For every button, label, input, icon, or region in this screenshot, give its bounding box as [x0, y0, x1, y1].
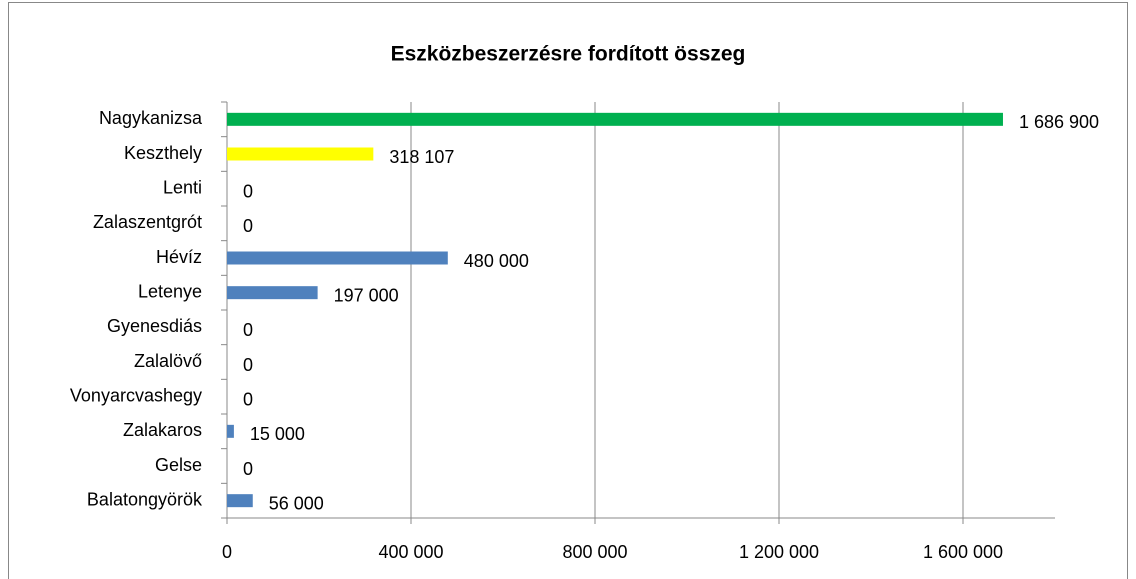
- y-tick-label: Letenye: [138, 281, 202, 301]
- value-label: 197 000: [334, 285, 399, 305]
- y-tick-label: Gyenesdiás: [107, 316, 202, 336]
- y-tick-label: Nagykanizsa: [99, 108, 203, 128]
- y-tick-label: Zalaszentgrót: [93, 212, 202, 232]
- x-tick-label: 0: [222, 542, 232, 562]
- y-tick-label: Balatongyörök: [87, 489, 203, 509]
- x-tick-label: 400 000: [378, 542, 443, 562]
- y-tick-label: Keszthely: [124, 143, 202, 163]
- value-label: 0: [243, 389, 253, 409]
- bar: [227, 424, 234, 438]
- value-label: 480 000: [464, 251, 529, 271]
- bar: [227, 494, 253, 508]
- chart-border: [8, 2, 1128, 579]
- y-tick-label: Zalalövő: [134, 351, 202, 371]
- bar: [227, 286, 318, 300]
- bar: [227, 147, 374, 161]
- bar: [227, 251, 448, 265]
- x-tick-label: 1 200 000: [739, 542, 819, 562]
- value-label: 318 107: [389, 147, 454, 167]
- value-label: 56 000: [269, 493, 324, 513]
- value-label: 0: [243, 355, 253, 375]
- value-label: 0: [243, 320, 253, 340]
- y-tick-label: Lenti: [163, 177, 202, 197]
- value-label: 15 000: [250, 424, 305, 444]
- value-label: 0: [243, 216, 253, 236]
- bar: [227, 112, 1003, 126]
- y-tick-label: Gelse: [155, 455, 202, 475]
- chart-title: Eszközbeszerzésre fordított összeg: [391, 43, 746, 66]
- value-label: 0: [243, 181, 253, 201]
- x-tick-label: 1 600 000: [923, 542, 1003, 562]
- y-tick-label: Vonyarcvashegy: [70, 385, 202, 405]
- y-tick-label: Hévíz: [156, 247, 202, 267]
- value-label: 0: [243, 459, 253, 479]
- y-tick-label: Zalakaros: [123, 420, 202, 440]
- value-label: 1 686 900: [1019, 112, 1099, 132]
- x-tick-label: 800 000: [562, 542, 627, 562]
